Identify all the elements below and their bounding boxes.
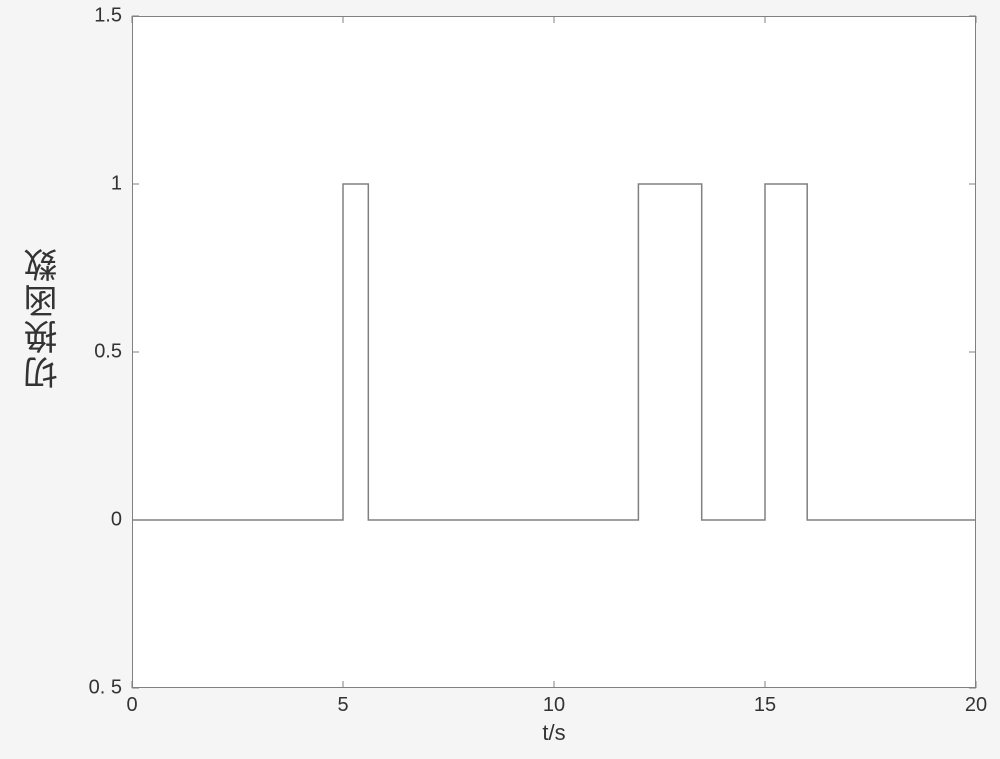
data-line	[132, 184, 976, 520]
y-tick-label: 0. 5	[89, 677, 122, 700]
x-tick-label: 15	[754, 694, 776, 717]
x-tick-label: 20	[965, 694, 987, 717]
x-axis-label: t/s	[542, 720, 565, 746]
y-tick-label: 1	[111, 173, 122, 196]
y-tick-label: 0	[111, 509, 122, 532]
chart-container: 切换函数 t/s 051015200. 500.511.5	[0, 0, 1000, 759]
x-tick-label: 10	[543, 694, 565, 717]
y-tick-label: 0.5	[94, 341, 122, 364]
plot-svg	[0, 0, 1000, 759]
x-tick-label: 0	[126, 694, 137, 717]
y-axis-label: 切换函数	[20, 246, 69, 390]
y-tick-label: 1.5	[94, 5, 122, 28]
x-tick-label: 5	[337, 694, 348, 717]
